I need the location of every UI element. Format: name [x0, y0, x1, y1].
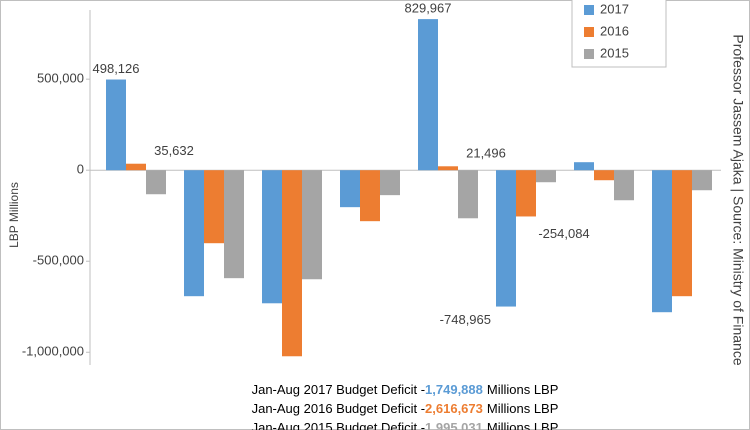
- footnote-suffix: Millions LBP: [487, 420, 559, 430]
- side-note: Professor Jassem Ajaka | Source: Ministr…: [730, 34, 746, 365]
- footnote-prefix: Jan-Aug 2017 Budget Deficit -: [252, 382, 425, 397]
- bar: [418, 19, 438, 171]
- bar: [224, 170, 244, 279]
- bar: [614, 170, 634, 201]
- footnote-amount: 2,616,673: [425, 401, 483, 416]
- bar: [282, 170, 302, 357]
- legend-label: 2015: [600, 45, 629, 60]
- y-tick-label: 0: [77, 162, 84, 177]
- legend-swatch: [584, 5, 594, 15]
- footnote: Jan-Aug 2016 Budget Deficit -2,616,673 Mi…: [252, 401, 559, 416]
- bar: [262, 170, 282, 304]
- legend-label: 2016: [600, 23, 629, 38]
- bar: [360, 170, 380, 222]
- legend-label: 2017: [600, 1, 629, 16]
- bar: [106, 79, 126, 171]
- footnote-amount: 1,749,888: [425, 382, 483, 397]
- footnote-suffix: Millions LBP: [487, 382, 559, 397]
- value-label: 829,967: [405, 1, 452, 16]
- footnote-suffix: Millions LBP: [487, 401, 559, 416]
- bar: [340, 170, 360, 208]
- bar: [438, 166, 458, 171]
- value-label: -748,965: [440, 312, 491, 327]
- y-tick-label: -1,000,000: [22, 344, 84, 359]
- legend-swatch: [584, 27, 594, 37]
- bar: [692, 170, 712, 191]
- footnote: Jan-Aug 2017 Budget Deficit -1,749,888 Mi…: [252, 382, 559, 397]
- bar: [126, 163, 146, 171]
- bar: [204, 170, 224, 244]
- footnote-amount: 1,995,031: [425, 420, 483, 430]
- value-label: -254,084: [538, 226, 589, 241]
- value-label: 498,126: [93, 61, 140, 76]
- bar: [536, 170, 556, 183]
- bar: [380, 170, 400, 196]
- bar: [516, 170, 536, 217]
- bar: [496, 170, 516, 307]
- y-tick-label: -500,000: [33, 253, 84, 268]
- footnote-prefix: Jan-Aug 2016 Budget Deficit -: [252, 401, 425, 416]
- bar: [672, 170, 692, 297]
- bar: [184, 170, 204, 297]
- value-label: 21,496: [466, 146, 506, 161]
- legend-swatch: [584, 49, 594, 59]
- footnote: Jan-Aug 2015 Budget Deficit -1,995,031 Mi…: [252, 420, 559, 430]
- bar: [458, 170, 478, 219]
- y-axis-label: LBP Millions: [7, 182, 21, 248]
- bar: [594, 170, 614, 181]
- footnote-prefix: Jan-Aug 2015 Budget Deficit -: [252, 420, 425, 430]
- y-tick-label: 500,000: [37, 71, 84, 86]
- bar: [302, 170, 322, 280]
- value-label: 35,632: [154, 143, 194, 158]
- bar: [146, 170, 166, 195]
- bar: [574, 162, 594, 171]
- bar: [652, 170, 672, 313]
